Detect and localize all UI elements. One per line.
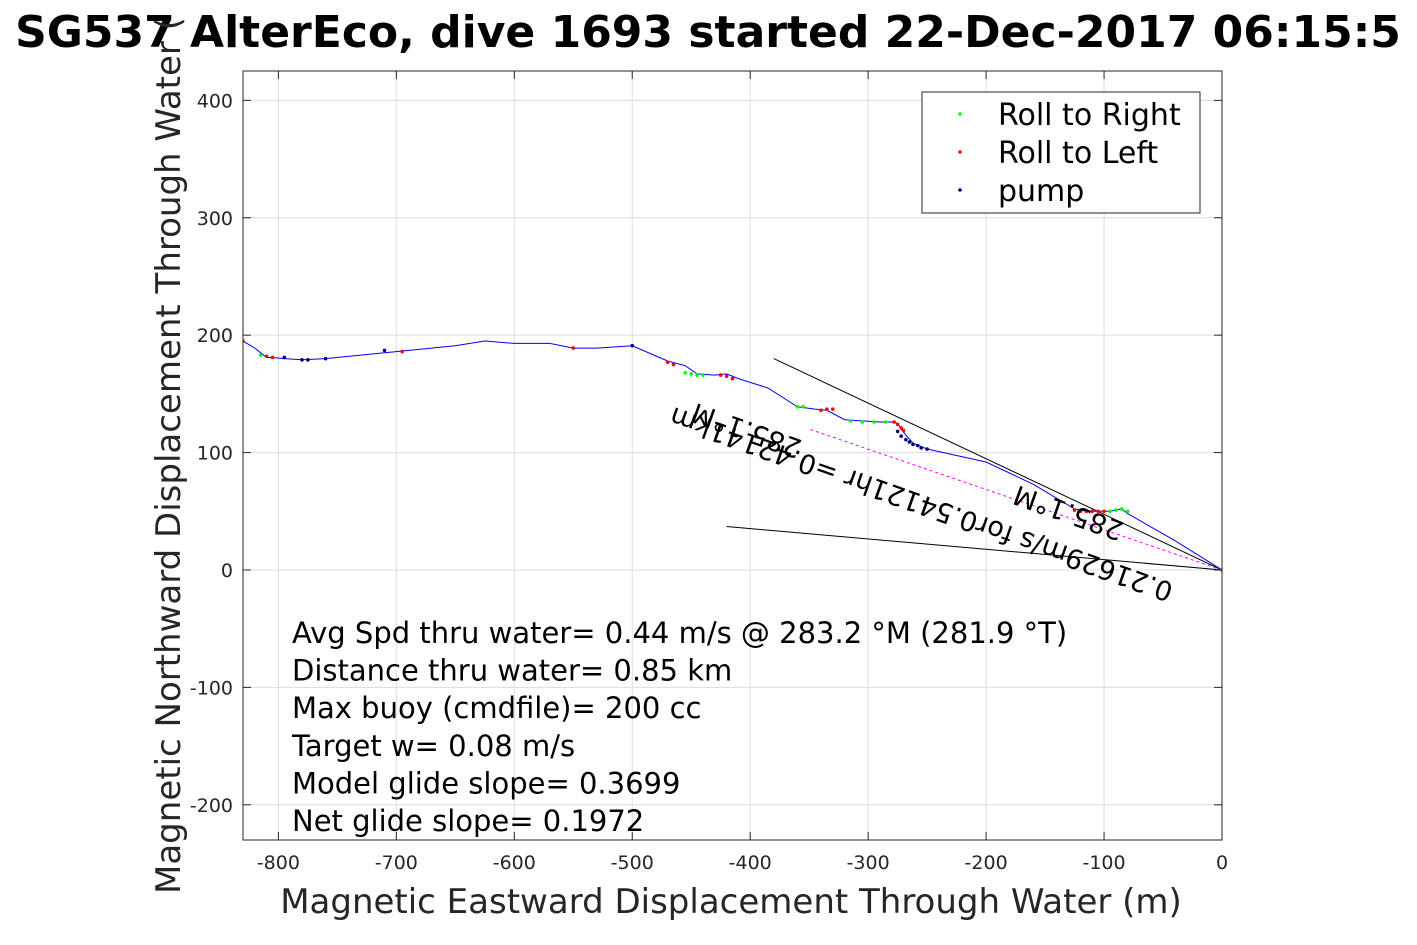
stat-line: Target w= 0.08 m/s <box>291 729 575 763</box>
point-pump <box>630 343 635 348</box>
point-roll-to-right <box>1119 507 1124 511</box>
x-tick-label: -200 <box>965 852 1008 874</box>
legend: Roll to Right Roll to Left pump <box>921 91 1201 214</box>
point-roll-to-left <box>671 362 676 367</box>
plot-frame <box>242 70 1223 841</box>
stat-line: Avg Spd thru water= 0.44 m/s @ 283.2 °M … <box>292 616 1067 650</box>
point-roll-to-left <box>724 374 729 379</box>
point-roll-to-right <box>701 373 705 377</box>
x-tick-label: -500 <box>611 852 654 874</box>
point-pump <box>919 446 924 450</box>
point-roll-to-left <box>264 354 269 359</box>
y-tick-label: -200 <box>190 795 233 817</box>
point-roll-to-right <box>1108 509 1112 514</box>
legend-label-roll-left: Roll to Left <box>998 136 1158 171</box>
point-roll-to-left <box>270 355 275 360</box>
point-roll-to-left <box>718 373 723 377</box>
point-roll-to-right <box>884 420 888 424</box>
point-pump <box>907 440 912 444</box>
x-tick-label: -300 <box>847 852 890 874</box>
y-axis-label: Magnetic Northward Displacement Through … <box>149 17 189 894</box>
point-roll-to-left <box>892 420 896 424</box>
stat-line: Distance thru water= 0.85 km <box>292 654 732 688</box>
point-pump <box>911 442 915 447</box>
legend-marker-pump <box>958 188 962 192</box>
axis-ticks: -800 -700 -600 -500 -400 -300 -200 -100 0 -200 -10… <box>190 71 1228 874</box>
cone-line <box>773 358 1222 571</box>
point-roll-to-left <box>571 346 576 350</box>
point-roll-to-right <box>258 353 263 357</box>
current-line <box>809 428 1222 571</box>
point-pump <box>915 443 920 448</box>
point-roll-to-right <box>695 373 699 377</box>
point-pump <box>904 437 908 442</box>
point-roll-to-right <box>1125 509 1130 514</box>
point-pump <box>282 355 287 360</box>
point-roll-to-left <box>901 428 906 433</box>
y-tick-label: 400 <box>197 90 233 112</box>
point-roll-to-left <box>819 408 823 413</box>
glider-track-line <box>243 340 1222 571</box>
legend-marker-roll-left <box>958 150 962 154</box>
y-tick-label: 0 <box>221 560 233 582</box>
cone-line <box>726 526 1222 571</box>
x-tick-label: -100 <box>1082 852 1125 874</box>
stat-line: Model glide slope= 0.3699 <box>292 766 680 800</box>
stat-line: Net glide slope= 0.1972 <box>292 804 644 838</box>
stat-line: Max buoy (cmdfile)= 200 cc <box>292 691 701 725</box>
point-roll-to-right <box>1114 508 1118 512</box>
point-pump <box>300 358 304 362</box>
x-tick-label: 0 <box>1216 852 1228 874</box>
point-roll-to-right <box>683 370 688 375</box>
point-roll-to-right <box>795 404 800 409</box>
y-tick-label: 200 <box>197 325 233 347</box>
point-roll-to-right <box>801 404 806 409</box>
point-roll-to-left <box>665 360 670 364</box>
point-roll-to-right <box>872 420 876 424</box>
point-roll-to-right <box>689 372 694 376</box>
legend-label-pump: pump <box>998 174 1084 209</box>
point-roll-to-left <box>895 422 900 427</box>
legend-marker-roll-right <box>958 112 962 116</box>
chart-title: SG537 AlterEco, dive 1693 started 22-Dec… <box>15 7 1401 58</box>
point-roll-to-right <box>860 420 865 424</box>
point-roll-to-left <box>1078 509 1083 514</box>
legend-label-roll-right: Roll to Right <box>998 98 1181 133</box>
plot-data <box>243 339 1222 572</box>
point-roll-to-left <box>1090 509 1095 514</box>
point-roll-to-left <box>1084 509 1089 514</box>
y-tick-label: -100 <box>190 677 233 699</box>
point-pump <box>323 356 328 361</box>
x-axis-label: Magnetic Eastward Displacement Through W… <box>280 882 1182 922</box>
x-tick-label: -400 <box>729 852 772 874</box>
point-pump <box>925 447 929 451</box>
x-tick-label: -600 <box>493 852 536 874</box>
point-roll-to-right <box>848 419 853 423</box>
point-pump <box>382 348 387 353</box>
point-roll-to-left <box>899 426 903 430</box>
stats-text-block: Avg Spd thru water= 0.44 m/s @ 283.2 °M … <box>291 616 1067 838</box>
legend-box <box>921 91 1201 214</box>
point-roll-to-left <box>1096 509 1100 514</box>
point-roll-to-left <box>1102 509 1106 514</box>
point-roll-to-left <box>830 407 835 411</box>
point-roll-to-left <box>730 376 735 381</box>
point-roll-to-left <box>825 407 829 411</box>
y-tick-label: 300 <box>197 208 233 230</box>
point-pump <box>899 434 903 438</box>
x-tick-label: -700 <box>375 852 418 874</box>
y-tick-label: 100 <box>197 443 233 465</box>
point-roll-to-left <box>1072 508 1077 512</box>
point-pump <box>306 358 310 362</box>
x-tick-label: -800 <box>257 852 300 874</box>
point-pump <box>895 429 900 434</box>
point-roll-to-left <box>400 349 405 354</box>
